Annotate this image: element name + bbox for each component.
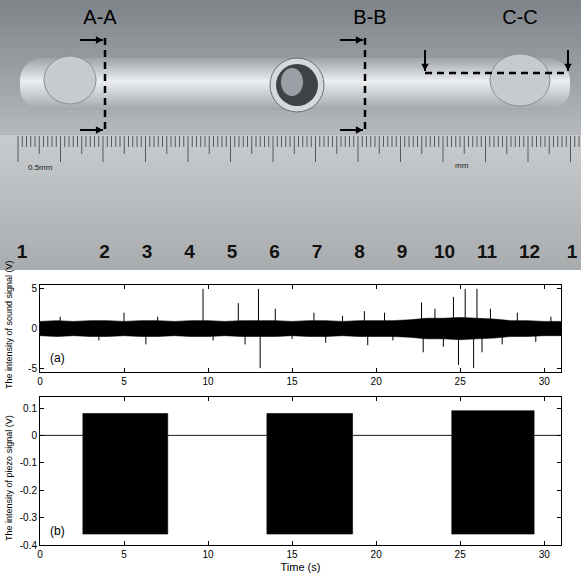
svg-text:30: 30 — [539, 376, 551, 387]
svg-text:(a): (a) — [50, 351, 65, 365]
svg-text:4: 4 — [184, 241, 195, 262]
svg-text:-0.4: -0.4 — [20, 540, 38, 551]
svg-text:Time (s): Time (s) — [281, 561, 321, 573]
svg-text:0.1: 0.1 — [23, 403, 37, 414]
svg-text:-0.1: -0.1 — [20, 457, 38, 468]
svg-text:5: 5 — [121, 376, 127, 387]
svg-text:8: 8 — [354, 241, 365, 262]
svg-text:A-A: A-A — [83, 6, 117, 28]
svg-text:12: 12 — [519, 241, 540, 262]
svg-text:5: 5 — [121, 549, 127, 560]
svg-text:30: 30 — [539, 549, 551, 560]
svg-text:6: 6 — [269, 241, 280, 262]
svg-text:C-C: C-C — [502, 6, 538, 28]
svg-text:2: 2 — [99, 241, 110, 262]
svg-text:0: 0 — [31, 430, 37, 441]
svg-text:-5: -5 — [28, 363, 37, 374]
svg-text:0: 0 — [37, 549, 43, 560]
svg-text:mm: mm — [455, 161, 469, 170]
svg-text:5: 5 — [31, 283, 37, 294]
svg-text:B-B: B-B — [353, 6, 386, 28]
svg-text:25: 25 — [455, 376, 467, 387]
svg-text:1: 1 — [567, 241, 578, 262]
svg-text:-0.3: -0.3 — [20, 512, 38, 523]
svg-text:The intensity of piezo signal: The intensity of piezo signal (V) — [4, 415, 14, 541]
svg-text:9: 9 — [397, 241, 408, 262]
svg-text:15: 15 — [287, 549, 299, 560]
svg-text:The intensity of sound signal: The intensity of sound signal (V) — [4, 260, 14, 389]
svg-text:(b): (b) — [50, 524, 65, 538]
svg-text:10: 10 — [202, 549, 214, 560]
svg-text:0: 0 — [31, 323, 37, 334]
svg-text:25: 25 — [455, 549, 467, 560]
svg-text:10: 10 — [434, 241, 455, 262]
svg-text:10: 10 — [202, 376, 214, 387]
svg-text:20: 20 — [371, 549, 383, 560]
svg-text:-0.2: -0.2 — [20, 485, 38, 496]
svg-text:0: 0 — [37, 376, 43, 387]
svg-text:3: 3 — [142, 241, 153, 262]
svg-text:0.5mm: 0.5mm — [28, 163, 53, 172]
svg-text:5: 5 — [227, 241, 238, 262]
svg-text:7: 7 — [312, 241, 323, 262]
svg-text:20: 20 — [371, 376, 383, 387]
svg-text:11: 11 — [477, 241, 498, 262]
svg-text:1: 1 — [17, 241, 28, 262]
svg-text:15: 15 — [287, 376, 299, 387]
